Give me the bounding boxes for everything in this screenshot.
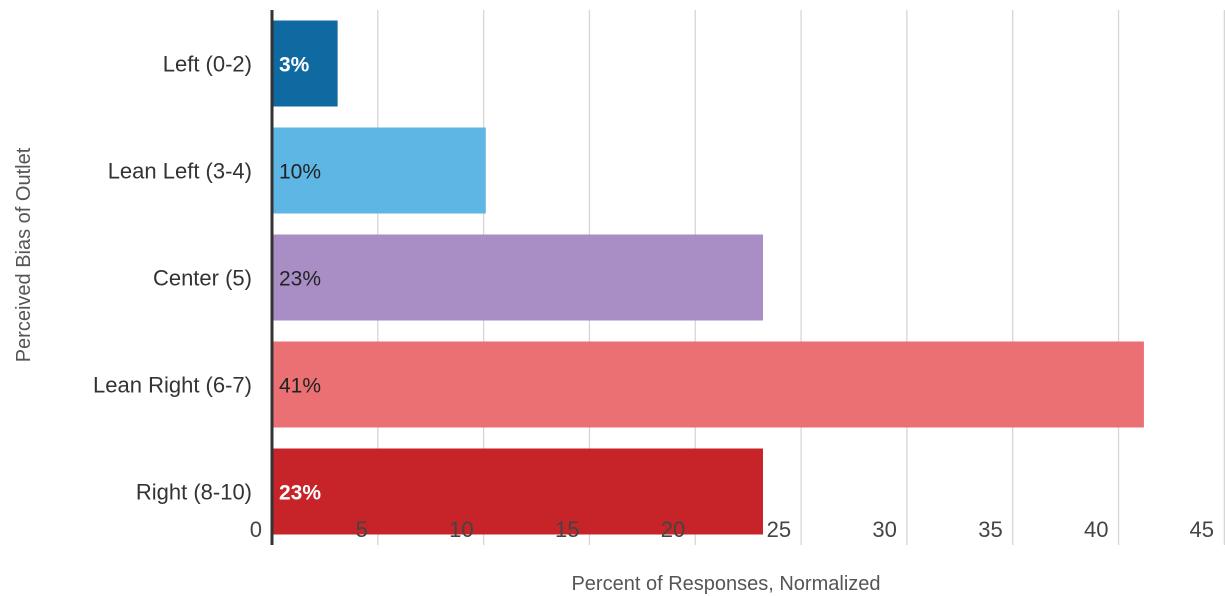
bar-data-label: 23% [279,482,321,505]
x-axis-title: Percent of Responses, Normalized [571,573,880,595]
category-label: Left (0-2) [163,52,252,77]
x-tick-labels: 0 5 10 15 20 25 30 35 40 45 [250,517,1214,542]
category-labels: Left (0-2) Lean Left (3-4) Center (5) Lean … [93,52,252,505]
bar-data-labels: 3% 10% 23% 41% 23% [279,54,321,505]
bar [273,234,763,321]
x-tick-label: 35 [978,517,1002,542]
gridlines [377,10,1225,545]
x-tick-label: 40 [1084,517,1108,542]
x-tick-label: 45 [1190,517,1214,542]
bar-data-label: 23% [279,268,321,291]
bar-data-label: 3% [279,54,310,77]
x-tick-label: 5 [356,517,368,542]
category-label: Center (5) [153,266,252,291]
x-tick-label: 15 [555,517,579,542]
bar-data-label: 41% [279,375,321,398]
bar [273,448,763,535]
bar [273,20,338,107]
bars [273,20,1144,535]
bar [273,341,1144,428]
category-label: Right (8-10) [136,480,252,505]
x-tick-label: 10 [449,517,473,542]
bar-data-label: 10% [279,161,321,184]
bar [273,127,486,214]
x-tick-label: 0 [250,517,262,542]
category-label: Lean Left (3-4) [108,159,252,184]
x-tick-label: 25 [767,517,791,542]
x-tick-label: 30 [872,517,896,542]
category-label: Lean Right (6-7) [93,373,252,398]
x-tick-label: 20 [661,517,685,542]
y-axis-title: Perceived Bias of Outlet [13,147,35,362]
